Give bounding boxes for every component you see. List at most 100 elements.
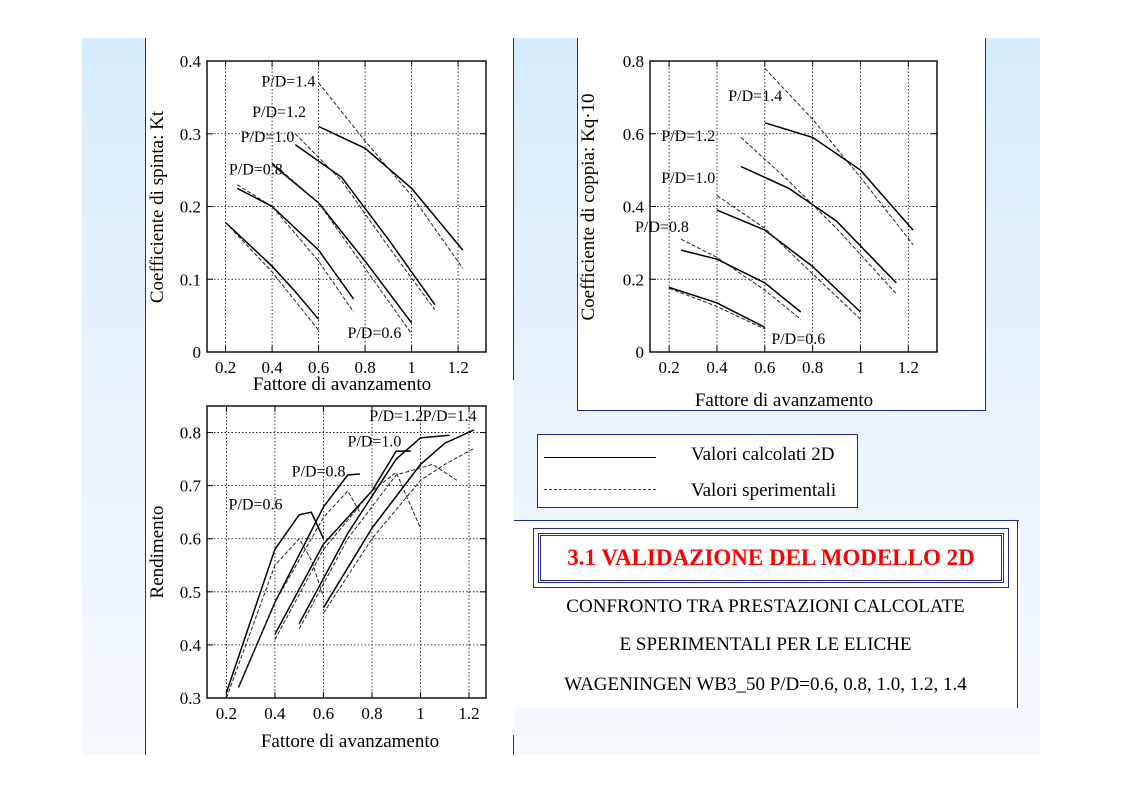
description-line-3: WAGENINGEN WB3_50 P/D=0.6, 0.8, 1.0, 1.2… <box>564 674 967 695</box>
kt-ytick-label-0: 0 <box>193 343 202 362</box>
kt-ytick-label-4: 0.4 <box>180 52 202 71</box>
legend-experimental-line <box>544 489 656 490</box>
eta-calculated-curve-6 <box>298 434 450 625</box>
kq-xtick-label-2: 0.6 <box>754 358 775 377</box>
description-line-2: E SPERIMENTALI PER LE ELICHE <box>619 634 912 655</box>
eta-curve-label-3: P/D=0.8 <box>292 464 346 481</box>
kt-xtick-label-0: 0.2 <box>215 358 236 377</box>
eta-x-axis-title: Fattore di avanzamento <box>261 731 439 752</box>
kt-calculated-curve-4 <box>271 163 413 324</box>
right-chart-frame-right <box>985 38 986 410</box>
kt-x-axis-title: Fattore di avanzamento <box>253 374 431 395</box>
eta-chart: 0.2 0.4 0.6 0.8 1 1.2 0.3 0.4 0.5 0.6 0.7 0.8 Fattor… <box>147 405 487 752</box>
eta-experimental-curve-9 <box>323 448 475 614</box>
kq-ytick-label-4: 0.8 <box>623 52 644 71</box>
kq-xtick-label-4: 1 <box>856 358 865 377</box>
eta-ytick-label-0: 0.3 <box>180 689 201 708</box>
kq-xtick-label-1: 0.4 <box>706 358 728 377</box>
kq-xtick-label-5: 1.2 <box>898 358 919 377</box>
kt-calculated-curve-6 <box>294 144 436 306</box>
eta-curve-label-2: P/D=1.0 <box>347 433 401 450</box>
eta-calculated-curve-8 <box>322 429 475 609</box>
legend-experimental-label: Valori sperimentali <box>691 480 837 501</box>
eta-experimental-curve-3 <box>238 490 361 688</box>
center-divider-line-bottom <box>513 735 514 755</box>
center-divider-line-top <box>513 38 514 380</box>
kq-chart: 0.2 0.4 0.6 0.8 1 1.2 0 0.2 0.4 0.6 0.8 Fattore di … <box>578 52 938 411</box>
eta-curve-label-4: P/D=0.6 <box>229 497 283 514</box>
kt-curve-label-3: P/D=0.8 <box>229 161 283 178</box>
eta-experimental-curve-5 <box>274 471 421 640</box>
eta-ytick-label-2: 0.5 <box>180 583 201 602</box>
kt-xtick-label-3: 0.8 <box>354 358 375 377</box>
eta-experimental-curve-7 <box>298 463 458 630</box>
kq-curve-label-3: P/D=0.8 <box>635 219 689 236</box>
kq-ytick-label-1: 0.2 <box>623 270 644 289</box>
eta-ytick-label-3: 0.6 <box>180 530 201 549</box>
eta-xtick-label-2: 0.6 <box>313 704 334 723</box>
slide-title: 3.1 VALIDAZIONE DEL MODELLO 2D <box>567 545 975 570</box>
eta-xtick-label-0: 0.2 <box>216 704 237 723</box>
kq-calculated-curve-0 <box>668 286 766 328</box>
eta-xtick-label-4: 1 <box>416 704 425 723</box>
kq-calculated-curve-4 <box>716 209 862 313</box>
eta-ytick-label-5: 0.8 <box>180 424 201 443</box>
kt-xtick-label-4: 1 <box>407 358 416 377</box>
lower-panel-right-line <box>1017 520 1018 708</box>
kt-ytick-label-3: 0.3 <box>180 125 201 144</box>
kq-experimental-curve-1 <box>668 287 766 330</box>
eta-calculated-curve-4 <box>274 450 411 635</box>
legend-calculated-line <box>544 457 656 458</box>
kt-experimental-curve-5 <box>271 162 413 335</box>
eta-plot-frame <box>206 405 487 699</box>
kt-experimental-curve-3 <box>236 184 354 313</box>
slide-title-box: 3.1 VALIDAZIONE DEL MODELLO 2D <box>533 528 1009 588</box>
description-line-1: CONFRONTO TRA PRESTAZIONI CALCOLATE <box>566 596 965 617</box>
kt-curve-label-2: P/D=1.0 <box>240 129 294 146</box>
eta-y-axis-title: Rendimento <box>147 506 168 599</box>
eta-xtick-label-1: 0.4 <box>264 704 286 723</box>
right-chart-frame-bottom <box>577 410 986 411</box>
kq-ytick-label-2: 0.4 <box>623 198 645 217</box>
kt-y-axis-title: Coefficiente di spinta: Kt <box>147 110 168 303</box>
kq-ytick-label-3: 0.6 <box>623 125 644 144</box>
kq-curve-label-1: P/D=1.2 <box>661 128 715 145</box>
kq-ytick-label-0: 0 <box>636 343 645 362</box>
eta-curve-label-0: P/D=1.2 <box>369 408 423 425</box>
eta-curve-label-1: P/D=1.4 <box>423 408 477 425</box>
kt-curve-label-0: P/D=1.4 <box>261 73 315 90</box>
kt-calculated-curve-0 <box>225 221 320 320</box>
kt-experimental-curve-9 <box>318 82 464 269</box>
kt-ytick-label-1: 0.1 <box>180 270 201 289</box>
kt-experimental-curve-1 <box>225 222 319 331</box>
kt-ytick-label-2: 0.2 <box>180 198 201 217</box>
kq-curve-label-2: P/D=1.0 <box>661 170 715 187</box>
eta-xtick-label-3: 0.8 <box>361 704 382 723</box>
kq-curve-label-4: P/D=0.6 <box>771 331 825 348</box>
kq-x-axis-title: Fattore di avanzamento <box>695 390 873 411</box>
eta-ytick-label-4: 0.7 <box>180 477 202 496</box>
eta-xtick-label-5: 1.2 <box>458 704 479 723</box>
kq-experimental-curve-3 <box>680 238 802 320</box>
kq-experimental-curve-7 <box>740 137 897 295</box>
eta-calculated-curve-0 <box>225 511 325 693</box>
kt-experimental-curve-7 <box>294 133 436 311</box>
kt-xtick-label-2: 0.6 <box>308 358 329 377</box>
legend: Valori calcolati 2D Valori sperimentali <box>537 434 858 508</box>
kq-xtick-label-3: 0.8 <box>802 358 823 377</box>
kq-xtick-label-0: 0.2 <box>659 358 680 377</box>
slide-title-frame: 3.1 VALIDAZIONE DEL MODELLO 2D <box>538 533 1004 583</box>
lower-panel-top-line <box>514 520 1019 521</box>
kt-curve-label-4: P/D=0.6 <box>347 325 401 342</box>
legend-calculated-label: Valori calcolati 2D <box>691 444 835 465</box>
kq-calculated-curve-8 <box>764 122 914 231</box>
kt-curve-label-1: P/D=1.2 <box>252 104 306 121</box>
eta-ytick-label-1: 0.4 <box>180 636 202 655</box>
left-divider-line <box>145 38 146 755</box>
kq-calculated-curve-2 <box>680 249 802 313</box>
kt-plot-frame <box>206 60 487 353</box>
kt-xtick-label-1: 0.4 <box>261 358 283 377</box>
kt-xtick-label-5: 1.2 <box>447 358 468 377</box>
